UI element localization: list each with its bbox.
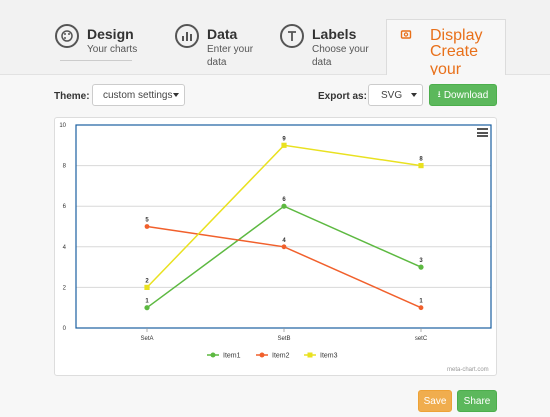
display-icon xyxy=(400,28,412,46)
caret-down-icon xyxy=(173,93,179,97)
text-label-icon xyxy=(280,24,304,48)
download-button[interactable]: ⭳ Download xyxy=(429,84,497,106)
tab-design-subtitle: Your charts xyxy=(87,44,138,55)
data-label: 4 xyxy=(282,238,286,244)
bar-chart-icon xyxy=(175,24,199,48)
legend-label: Item3 xyxy=(320,353,338,360)
y-tick-label: 6 xyxy=(63,204,67,210)
plot-area-border xyxy=(75,124,492,329)
data-label: 3 xyxy=(419,258,423,264)
tab-display-title: Display xyxy=(430,27,483,44)
export-format-select[interactable]: SVG xyxy=(368,84,423,106)
download-icon: ⭳ xyxy=(437,89,441,99)
legend-marker xyxy=(307,352,313,358)
y-tick-label: 4 xyxy=(63,245,67,251)
save-button[interactable]: Save xyxy=(418,390,452,412)
tab-data-title: Data xyxy=(207,26,238,42)
y-tick-label: 2 xyxy=(63,285,67,291)
chart-credit: meta-chart.com xyxy=(447,367,489,373)
legend-label: Item2 xyxy=(272,353,290,360)
x-tick-label: SetA xyxy=(140,336,153,342)
x-tick-label: setC xyxy=(415,336,428,342)
data-point xyxy=(144,224,150,229)
data-label: 1 xyxy=(145,299,149,305)
data-point xyxy=(281,244,287,250)
data-label: 2 xyxy=(145,278,149,284)
y-tick-label: 0 xyxy=(63,326,67,332)
y-tick-label: 10 xyxy=(59,123,66,129)
legend-marker xyxy=(210,352,216,358)
data-point xyxy=(281,203,287,209)
y-tick-label: 8 xyxy=(63,164,67,170)
data-label: 8 xyxy=(419,157,423,163)
data-point xyxy=(281,142,287,148)
export-select-value: SVG xyxy=(381,90,403,101)
download-label: Download xyxy=(443,89,489,101)
legend-marker xyxy=(259,352,265,358)
data-point xyxy=(418,163,424,169)
tab-divider xyxy=(60,60,132,61)
series-line-item1 xyxy=(146,205,422,309)
data-label: 6 xyxy=(282,197,286,203)
theme-select[interactable]: custom settings xyxy=(92,84,185,106)
export-label: Export as: xyxy=(318,91,367,102)
data-label: 5 xyxy=(145,218,149,224)
tab-design-title: Design xyxy=(87,26,134,42)
data-label: 1 xyxy=(419,299,423,305)
x-tick-label: SetB xyxy=(277,336,290,342)
series-line-item3 xyxy=(146,144,422,288)
tab-data-subtitle: Enter your data xyxy=(207,44,254,68)
data-label: 9 xyxy=(282,136,286,142)
theme-label: Theme: xyxy=(54,91,90,102)
data-point xyxy=(144,305,150,311)
palette-icon xyxy=(55,24,79,48)
chart-menu-icon[interactable] xyxy=(477,128,488,137)
legend-label: Item1 xyxy=(223,353,241,360)
share-button[interactable]: Share xyxy=(457,390,497,412)
wizard-tabs: Design Your charts Data Enter your data … xyxy=(0,0,550,96)
data-point xyxy=(144,284,150,290)
theme-select-value: custom settings xyxy=(103,90,173,101)
tab-labels-title: Labels xyxy=(312,26,357,42)
data-point xyxy=(418,305,424,311)
tab-labels-subtitle: Choose your data xyxy=(312,44,369,68)
caret-down-icon xyxy=(411,93,417,97)
data-point xyxy=(418,264,424,270)
tab-display[interactable]: Display Create your chart xyxy=(386,19,506,96)
